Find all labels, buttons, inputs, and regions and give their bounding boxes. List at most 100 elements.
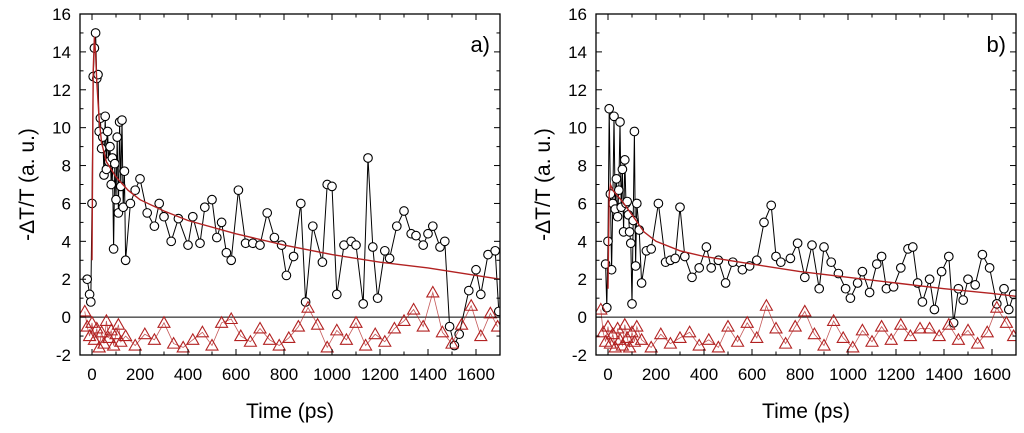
circle-point (977, 249, 988, 260)
triangle-point (473, 328, 488, 342)
circle-point (840, 283, 851, 294)
circle-point (888, 281, 899, 292)
circle-point (130, 185, 141, 196)
circle-point (269, 232, 280, 243)
circle-point (199, 202, 210, 213)
x-tick-label: 1600 (457, 365, 495, 384)
circle-point (706, 263, 717, 273)
triangle-point (128, 338, 143, 351)
circle-point (85, 297, 96, 307)
circle-point (307, 221, 318, 232)
circle-point (463, 285, 474, 296)
triangle-point (329, 323, 344, 336)
circle-point (606, 264, 617, 275)
triangle-point (999, 315, 1014, 328)
triangle-point (932, 328, 947, 342)
triangle-point (445, 336, 459, 349)
triangle-point (454, 317, 469, 330)
y-tick-label: 16 (568, 5, 587, 24)
circle-point (653, 198, 664, 209)
circle-point (102, 126, 113, 137)
circle-point (970, 280, 981, 290)
circle-point (351, 240, 361, 250)
triangle-point (970, 336, 985, 349)
circle-point (288, 251, 299, 262)
triangle-point (797, 304, 812, 317)
triangle-point (603, 336, 618, 349)
circle-point (90, 28, 101, 38)
triangle-point (85, 315, 99, 328)
triangle-point (301, 300, 315, 313)
circle-point (871, 259, 882, 269)
circle-point (629, 126, 640, 137)
circle-point (687, 272, 697, 283)
y-tick-label: 4 (578, 232, 587, 251)
x-tick-label: 0 (87, 365, 96, 384)
x-tick-label: 400 (174, 365, 202, 384)
circle-point (775, 257, 786, 268)
triangle-point (711, 340, 726, 353)
triangle-point (205, 338, 219, 351)
circle-point (295, 198, 306, 209)
triangle-point (884, 332, 899, 345)
circle-point (819, 242, 829, 252)
circle-point (720, 278, 731, 288)
triangle-point (601, 319, 615, 332)
circle-point (617, 164, 628, 175)
circle-point (493, 306, 500, 317)
circle-point (766, 200, 777, 211)
circle-point (105, 141, 115, 152)
circle-point (612, 211, 623, 222)
circle-point (221, 247, 232, 258)
circle-point (799, 272, 810, 283)
circle-point (93, 69, 103, 80)
x-tick-label: 0 (603, 365, 612, 384)
circle-point (814, 283, 825, 294)
circle-point (117, 115, 127, 125)
x-tick-label: 1200 (361, 365, 399, 384)
y-tick-label: 8 (62, 157, 71, 176)
triangle-point (490, 319, 500, 332)
circle-point (411, 230, 421, 241)
circle-point (609, 111, 619, 122)
circle-point (135, 173, 145, 184)
circle-point (963, 274, 973, 285)
triangle-point (617, 317, 632, 330)
y-tick-label: 4 (62, 232, 71, 251)
triangle-point (759, 298, 774, 311)
circle-point (826, 257, 837, 268)
triangle-point (989, 300, 1004, 313)
circle-point (125, 198, 136, 209)
circle-point (216, 217, 227, 228)
triangle-point (233, 328, 248, 342)
triangle-point (406, 302, 421, 315)
circle-point (624, 227, 635, 237)
triangle-point (310, 317, 325, 330)
circle-point (713, 255, 724, 266)
circle-point (936, 266, 947, 277)
x-tick-label: 1000 (313, 365, 351, 384)
y-tick-label: -2 (572, 346, 587, 365)
triangle-point (961, 323, 975, 336)
circle-point (166, 236, 177, 247)
panel-b-chart: 0 200 400 600 800 1000 1200 1400 1600 -2 0 2 4 6 8 10 12… (532, 5, 1017, 423)
circle-point (317, 257, 328, 268)
y-tick-label: 2 (578, 270, 587, 289)
circle-point (444, 321, 455, 332)
circle-point (391, 221, 402, 232)
circle-point (281, 270, 292, 281)
x-axis-title: Time (ps) (762, 400, 850, 423)
triangles-connecting-line (84, 290, 498, 349)
circle-point (943, 251, 954, 262)
circle-point (613, 185, 624, 196)
triangle-point (176, 340, 191, 353)
triangle-point (903, 328, 918, 342)
triangle-point (320, 340, 335, 353)
triangle-point (89, 321, 104, 334)
circle-point (857, 266, 868, 277)
fit-curve (607, 181, 1016, 297)
circles-connecting-line (605, 108, 1015, 323)
plot-area (80, 28, 500, 353)
triangle-point (653, 327, 668, 340)
triangle-point (425, 285, 440, 298)
